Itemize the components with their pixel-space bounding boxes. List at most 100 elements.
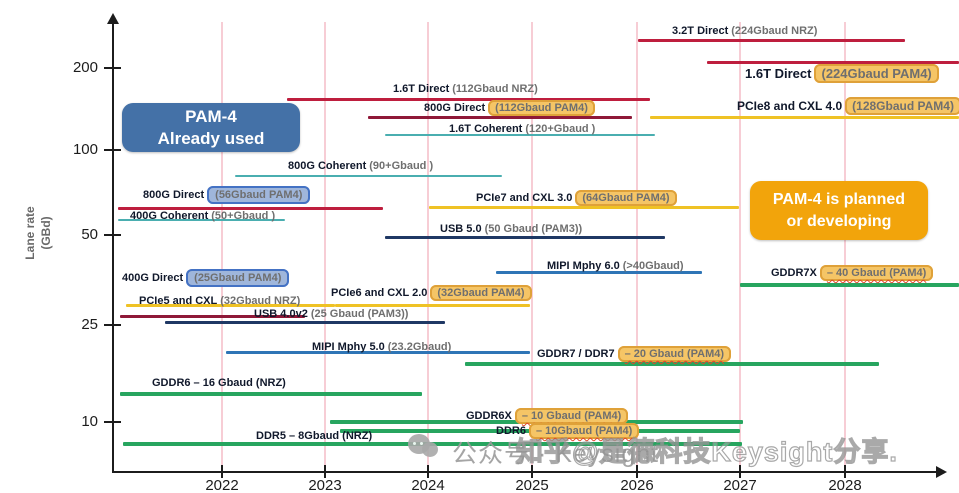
y-tick-label-100: 100 — [72, 141, 98, 158]
label-detail-400g-coherent: (50+Gbaud ) — [211, 210, 276, 222]
label-name-pcie6-cxl20: PCIe6 and CXL 2.0 — [331, 287, 428, 299]
y-tick-label-200: 200 — [72, 59, 98, 76]
label-ddr6: DDR6– 10Gbaud (PAM4) — [496, 423, 640, 439]
label-name-mipi-mphy-5: MIPI Mphy 5.0 — [312, 341, 385, 353]
label-gddr6: GDDR6 – 16 Gbaud (NRZ) — [152, 376, 286, 390]
label-name-800g-direct-pam4: 800G Direct — [424, 102, 486, 114]
y-axis-line — [112, 24, 114, 472]
label-800g-direct-56: 800G Direct (56Gbaud PAM4) — [143, 186, 311, 204]
label-name-800g-direct-56: 800G Direct — [143, 189, 205, 201]
label-gddr6x: GDDR6X – 10 Gbaud (PAM4) — [466, 408, 629, 424]
y-axis-title: Lane rate (GBd) — [22, 187, 56, 279]
annotation-pam4-used-line1: PAM-4 — [185, 106, 237, 126]
label-gddr7x: GDDR7X – 40 Gbaud (PAM4) — [771, 265, 934, 281]
x-tick-2023 — [324, 465, 326, 478]
line-gddr7-ddr7 — [465, 362, 879, 366]
label-name-ddr5: DDR5 – 8Gbaud (NRZ) — [256, 430, 373, 442]
line-pcie6-cxl20 — [335, 303, 530, 307]
annotation-pam4-used-line2: Already used — [157, 128, 265, 148]
label-1-6t-direct-nrz: 1.6T Direct (112Gbaud NRZ) — [393, 82, 538, 96]
label-mipi-mphy-6: MIPI Mphy 6.0 (>40Gbaud) — [547, 259, 684, 273]
line-gddr7x — [740, 283, 959, 287]
label-detail-gddr7-ddr7: – 20 Gbaud (PAM4) — [617, 346, 732, 362]
line-800g-coherent — [235, 175, 502, 177]
label-name-gddr6x: GDDR6X — [466, 410, 512, 422]
y-axis-arrow-icon — [107, 13, 119, 24]
label-800g-direct-pam4: 800G Direct (112Gbaud PAM4) — [424, 100, 595, 116]
label-name-usb-4-0v2: USB 4.0v2 — [254, 308, 308, 320]
label-name-1-6t-direct-pam4: 1.6T Direct — [745, 66, 812, 81]
label-usb-4-0v2: USB 4.0v2 (25 Gbaud (PAM3)) — [254, 307, 408, 321]
line-400g-direct-25 — [120, 314, 305, 318]
label-name-gddr7x: GDDR7X — [771, 267, 817, 279]
x-tick-2028 — [844, 465, 846, 478]
label-1-6t-coherent: 1.6T Coherent (120+Gbaud ) — [449, 122, 595, 136]
label-detail-1-6t-direct-nrz: (112Gbaud NRZ) — [452, 83, 538, 95]
y-axis-title-line1: Lane rate — [23, 206, 37, 260]
label-400g-direct-25: 400G Direct (25Gbaud PAM4) — [122, 269, 290, 287]
label-detail-pcie8-cxl40: (128Gbaud PAM4) — [845, 97, 959, 115]
label-detail-mipi-mphy-6: (>40Gbaud) — [622, 260, 684, 272]
label-detail-pcie6-cxl20: (32Gbaud PAM4) — [430, 285, 532, 301]
label-400g-coherent: 400G Coherent (50+Gbaud ) — [130, 209, 275, 223]
label-usb-5-0: USB 5.0 (50 Gbaud (PAM3)) — [440, 222, 582, 236]
line-usb-4-0v2 — [165, 320, 445, 324]
gridline-2024 — [427, 22, 429, 466]
label-name-usb-5-0: USB 5.0 — [440, 223, 482, 235]
label-pcie7-cxl30: PCIe7 and CXL 3.0 (64Gbaud PAM4) — [476, 190, 677, 206]
label-name-400g-direct-25: 400G Direct — [122, 272, 184, 284]
gridline-2023 — [324, 22, 326, 466]
line-pcie8-cxl40 — [650, 115, 959, 119]
x-tick-label-2022: 2022 — [205, 477, 239, 493]
annotation-pam4-planned-line2: or developing — [786, 212, 892, 230]
label-detail-pcie7-cxl30: (64Gbaud PAM4) — [575, 190, 677, 206]
label-pcie5-cxl: PCIe5 and CXL (32Gbaud NRZ) — [139, 294, 300, 308]
y-tick-50 — [104, 234, 121, 236]
label-name-1-6t-direct-nrz: 1.6T Direct — [393, 83, 450, 95]
line-3-2t-direct — [638, 38, 905, 42]
annotation-pam4-used: PAM-4 Already used — [122, 103, 300, 152]
y-tick-25 — [104, 324, 121, 326]
label-name-gddr7-ddr7: GDDR7 / DDR7 — [537, 348, 615, 360]
line-400g-coherent — [118, 219, 285, 221]
wechat-bubble-small — [422, 442, 438, 457]
line-gddr6 — [120, 392, 422, 396]
label-detail-800g-coherent: (90+Gbaud ) — [369, 160, 434, 172]
label-pcie6-cxl20: PCIe6 and CXL 2.0 (32Gbaud PAM4) — [331, 285, 532, 301]
label-gddr7-ddr7: GDDR7 / DDR7– 20 Gbaud (PAM4) — [537, 346, 732, 362]
line-1-6t-direct-nrz — [287, 97, 650, 101]
x-tick-label-2023: 2023 — [308, 477, 342, 493]
annotation-pam4-planned-line1: PAM-4 is planned — [772, 190, 906, 208]
label-detail-usb-5-0: (50 Gbaud (PAM3)) — [484, 223, 583, 235]
label-detail-1-6t-coherent: (120+Gbaud ) — [525, 123, 596, 135]
label-name-mipi-mphy-6: MIPI Mphy 6.0 — [547, 260, 620, 272]
annotation-pam4-planned: PAM-4 is planned or developing — [750, 181, 928, 240]
label-name-pcie8-cxl40: PCIe8 and CXL 4.0 — [737, 99, 843, 113]
x-axis-line — [112, 471, 938, 473]
gridline-2026 — [636, 22, 638, 466]
label-detail-400g-direct-25: (25Gbaud PAM4) — [186, 269, 290, 287]
line-1-6t-coherent — [385, 134, 655, 136]
label-3-2t-direct: 3.2T Direct (224Gbaud NRZ) — [672, 24, 817, 38]
wechat-bubble-dot — [413, 442, 416, 445]
wechat-bubble-dot — [420, 442, 423, 445]
label-name-800g-coherent: 800G Coherent — [288, 160, 367, 172]
x-tick-2025 — [531, 465, 533, 478]
line-800g-direct-pam4 — [368, 115, 632, 119]
line-pcie5-cxl — [126, 303, 335, 307]
label-name-ddr6: DDR6 — [496, 425, 526, 437]
y-tick-label-10: 10 — [81, 413, 98, 430]
label-1-6t-direct-pam4: 1.6T Direct (224Gbaud PAM4) — [745, 64, 939, 83]
label-detail-1-6t-direct-pam4: (224Gbaud PAM4) — [814, 64, 939, 83]
label-name-400g-coherent: 400G Coherent — [130, 210, 209, 222]
label-name-1-6t-coherent: 1.6T Coherent — [449, 123, 523, 135]
x-tick-2022 — [221, 465, 223, 478]
x-tick-2027 — [739, 465, 741, 478]
x-tick-label-2025: 2025 — [515, 477, 549, 493]
label-detail-ddr6: – 10Gbaud (PAM4) — [528, 423, 640, 439]
line-800g-direct-56 — [118, 206, 383, 210]
gridline-2022 — [221, 22, 223, 466]
label-detail-800g-direct-56: (56Gbaud PAM4) — [207, 186, 311, 204]
line-pcie7-cxl30 — [429, 205, 739, 209]
